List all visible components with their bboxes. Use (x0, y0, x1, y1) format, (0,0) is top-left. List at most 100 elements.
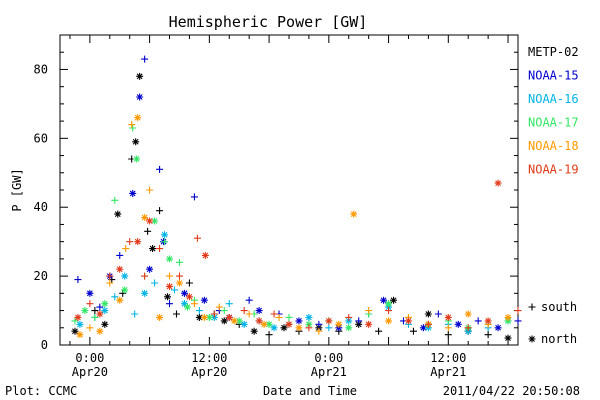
data-point-north (114, 210, 122, 218)
data-point-south (131, 310, 139, 318)
data-point-north (116, 296, 124, 304)
symbol-legend-label: south (541, 300, 577, 314)
data-point-north (71, 327, 79, 335)
x-tick-label-date: Apr21 (430, 365, 466, 379)
data-point-north (141, 214, 149, 222)
data-point-north (504, 334, 512, 342)
data-point-south (464, 324, 472, 332)
x-tick-label-date: Apr20 (72, 365, 108, 379)
data-point-south (215, 303, 223, 311)
data-point-north (365, 320, 373, 328)
series-noaa-15 (74, 55, 522, 332)
data-point-south (126, 238, 134, 246)
data-point-south (190, 300, 198, 308)
data-point-north (285, 320, 293, 328)
legend-entry: NOAA-15 (528, 69, 579, 83)
data-point-south (193, 234, 201, 242)
symbol-legend-marker (528, 303, 536, 311)
data-point-south (265, 331, 273, 339)
data-point-south (86, 300, 94, 308)
data-point-south (122, 245, 130, 253)
symbol-legend-marker (528, 335, 536, 343)
data-point-north (205, 313, 213, 321)
data-point-south (146, 186, 154, 194)
data-point-north (76, 320, 84, 328)
data-point-north (101, 307, 109, 315)
y-tick-label: 20 (34, 269, 48, 283)
data-point-north (141, 289, 149, 297)
data-point-south (128, 121, 136, 129)
data-point-north (295, 324, 303, 332)
data-point-north (81, 307, 89, 315)
y-tick-label: 0 (41, 338, 48, 352)
data-point-north (101, 300, 109, 308)
data-point-south (444, 331, 452, 339)
data-point-south (325, 324, 333, 332)
data-point-north (350, 210, 358, 218)
data-point-north (265, 320, 273, 328)
data-point-north (185, 293, 193, 301)
legend-entry: NOAA-16 (528, 92, 579, 106)
data-point-south (185, 279, 193, 287)
footer-left: Plot: CCMC (5, 384, 77, 398)
data-point-north (225, 313, 233, 321)
data-point-north (220, 317, 228, 325)
data-point-north (180, 300, 188, 308)
data-point-south (156, 245, 164, 253)
data-point-south (111, 196, 119, 204)
data-point-south (385, 307, 393, 315)
data-point-north (404, 317, 412, 325)
legend: METP-02 NOAA-15 NOAA-16 NOAA-17 NOAA-18 NOAA-… (528, 45, 579, 346)
data-point-south (220, 307, 228, 315)
data-point-south (315, 327, 323, 335)
data-point-north (121, 272, 129, 280)
data-point-north (175, 279, 183, 287)
data-point-south (166, 272, 174, 280)
data-point-south (245, 296, 253, 304)
data-point-north (255, 307, 263, 315)
data-point-north (260, 320, 268, 328)
x-tick-label-time: 12:00 (430, 351, 466, 365)
data-point-south (141, 272, 149, 280)
data-point-north (134, 238, 142, 246)
legend-entry: NOAA-19 (528, 163, 579, 177)
data-point-south (129, 124, 137, 132)
data-point-north (385, 317, 393, 325)
data-point-north (121, 286, 129, 294)
data-point-south (270, 310, 278, 318)
data-point-south (514, 307, 522, 315)
data-point-north (136, 93, 144, 101)
data-point-north (136, 72, 144, 80)
data-point-north (74, 313, 82, 321)
data-point-south (275, 313, 283, 321)
y-axis-label: P [GW] (10, 168, 24, 211)
data-point-north (86, 289, 94, 297)
data-point-north (250, 327, 258, 335)
data-point-north (295, 317, 303, 325)
data-point-south (166, 300, 174, 308)
data-point-north (201, 251, 209, 259)
y-tick-label: 60 (34, 131, 48, 145)
data-point-south (245, 310, 253, 318)
data-point-south (315, 320, 323, 328)
data-point-north (305, 313, 313, 321)
data-point-south (175, 272, 183, 280)
data-point-north (335, 320, 343, 328)
data-point-north (494, 179, 502, 187)
data-point-south (71, 317, 79, 325)
data-point-south (144, 227, 152, 235)
data-point-north (280, 324, 288, 332)
data-point-north (166, 255, 174, 263)
data-point-south (106, 279, 114, 287)
data-point-south (172, 310, 180, 318)
chart-title: Hemispheric Power [GW] (169, 13, 368, 31)
data-point-south (444, 324, 452, 332)
data-point-north (230, 317, 238, 325)
x-tick-label-time: 0:00 (314, 351, 343, 365)
series-noaa-18 (76, 114, 512, 339)
data-point-south (424, 320, 432, 328)
data-point-north (235, 317, 243, 325)
x-axis-label: Date and Time (263, 384, 357, 398)
data-point-north (132, 138, 140, 146)
